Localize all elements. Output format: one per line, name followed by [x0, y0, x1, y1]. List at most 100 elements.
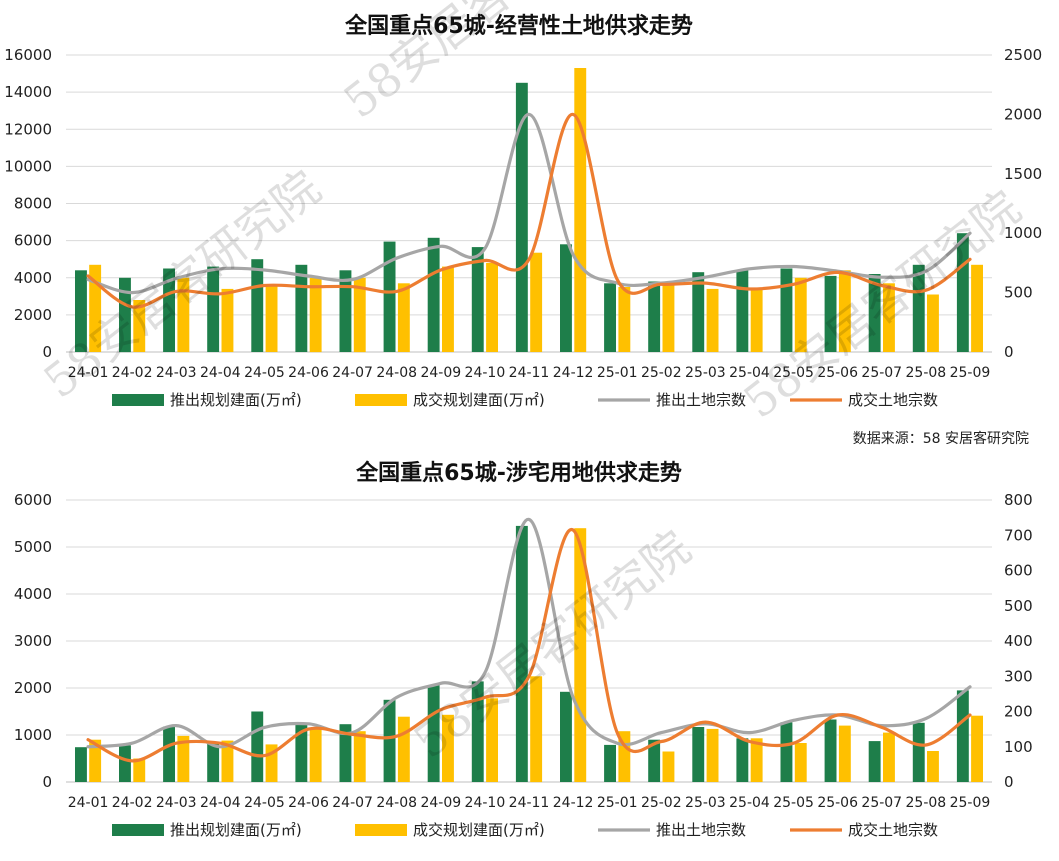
bar-push-area — [383, 699, 396, 783]
bar-deal-area — [750, 738, 763, 782]
bar-push-area — [251, 259, 264, 352]
x-tick-label: 24-02 — [112, 795, 153, 811]
bar-deal-area — [883, 283, 895, 352]
bar-deal-area — [353, 277, 366, 353]
y-right-tick-label: 800 — [1004, 491, 1033, 509]
bar-deal-area — [133, 758, 146, 782]
bar-push-area — [383, 241, 396, 352]
x-tick-label: 24-09 — [420, 795, 461, 811]
bar-deal-area — [927, 751, 939, 782]
bar-deal-area — [486, 698, 498, 782]
legend-swatch — [355, 824, 407, 836]
y-left-tick-label: 3000 — [14, 632, 52, 650]
bar-push-area — [119, 745, 131, 782]
x-tick-label: 24-12 — [553, 795, 594, 811]
bar-deal-area — [706, 288, 719, 352]
bar-deal-area — [309, 728, 322, 782]
chart-panel-2: 全国重点65城-涉宅用地供求走势010002000300040005000600… — [14, 460, 1033, 839]
bar-deal-area — [442, 266, 454, 352]
legend-swatch — [112, 824, 164, 836]
x-tick-label: 25-07 — [861, 365, 902, 381]
y-left-tick-label: 8000 — [14, 195, 52, 213]
bar-deal-area — [177, 277, 190, 353]
x-tick-label: 25-01 — [597, 795, 638, 811]
y-left-tick-label: 0 — [42, 773, 52, 791]
y-right-tick-label: 500 — [1004, 597, 1033, 615]
y-left-tick-label: 4000 — [14, 269, 52, 287]
y-left-tick-label: 1000 — [14, 726, 52, 744]
bar-deal-area — [618, 287, 631, 352]
legend-swatch — [112, 394, 164, 406]
y-left-tick-label: 16000 — [4, 46, 52, 64]
bar-push-area — [604, 744, 616, 782]
y-right-tick-label: 600 — [1004, 562, 1033, 580]
y-left-tick-label: 6000 — [14, 232, 52, 250]
bar-deal-area — [883, 732, 895, 782]
x-tick-label: 24-02 — [112, 365, 153, 381]
x-tick-label: 24-10 — [465, 365, 506, 381]
y-right-tick-label: 500 — [1004, 284, 1033, 302]
y-right-tick-label: 0 — [1004, 773, 1014, 791]
bar-push-area — [956, 690, 969, 782]
legend-label: 推出规划建面(万㎡) — [170, 821, 302, 839]
x-tick-label: 24-07 — [332, 795, 373, 811]
x-tick-label: 25-05 — [773, 365, 814, 381]
bar-push-area — [163, 726, 175, 782]
bar-push-area — [912, 264, 925, 352]
x-tick-label: 24-09 — [420, 365, 461, 381]
line-deal-count — [86, 112, 972, 309]
bar-deal-area — [486, 262, 498, 352]
x-tick-label: 24-01 — [68, 795, 109, 811]
x-tick-label: 25-04 — [729, 795, 770, 811]
line-push-count — [86, 517, 972, 749]
bar-deal-area — [618, 731, 631, 782]
x-tick-label: 24-12 — [553, 365, 594, 381]
legend-label: 成交土地宗数 — [848, 391, 938, 409]
x-tick-label: 25-09 — [950, 365, 991, 381]
legend-label: 推出土地宗数 — [656, 821, 746, 839]
y-left-tick-label: 12000 — [4, 120, 52, 138]
bar-push-area — [824, 719, 837, 782]
bar-push-area — [295, 264, 308, 352]
bar-deal-area — [353, 731, 366, 782]
bar-push-area — [207, 266, 220, 352]
y-right-tick-label: 2500 — [1004, 46, 1042, 64]
bar-deal-area — [662, 283, 675, 352]
x-tick-label: 24-01 — [68, 365, 109, 381]
bar-deal-area — [574, 68, 587, 352]
y-right-tick-label: 0 — [1004, 343, 1014, 361]
x-tick-label: 25-05 — [773, 795, 814, 811]
legend-label: 成交规划建面(万㎡) — [413, 391, 545, 409]
bar-deal-area — [309, 277, 322, 353]
bar-deal-area — [794, 743, 807, 782]
y-left-tick-label: 2000 — [14, 306, 52, 324]
y-left-tick-label: 2000 — [14, 679, 52, 697]
x-tick-label: 25-09 — [950, 795, 991, 811]
bar-push-area — [515, 525, 528, 782]
bar-deal-area — [397, 283, 410, 352]
bar-push-area — [604, 283, 616, 352]
bar-push-area — [648, 281, 661, 352]
y-right-tick-label: 400 — [1004, 632, 1033, 650]
x-tick-label: 24-06 — [288, 365, 329, 381]
y-right-tick-label: 200 — [1004, 703, 1033, 721]
bar-deal-area — [221, 740, 234, 782]
x-tick-label: 25-02 — [641, 795, 682, 811]
line-deal-count — [86, 528, 972, 763]
bar-deal-area — [750, 288, 763, 352]
bar-push-area — [427, 237, 440, 352]
bar-push-area — [251, 711, 264, 782]
y-left-tick-label: 14000 — [4, 83, 52, 101]
bar-push-area — [736, 738, 749, 782]
bar-deal-area — [397, 716, 410, 782]
x-tick-label: 25-03 — [685, 365, 726, 381]
bar-deal-area — [706, 728, 719, 782]
bar-push-area — [956, 233, 969, 352]
x-tick-label: 24-03 — [156, 365, 197, 381]
x-tick-label: 25-03 — [685, 795, 726, 811]
y-left-tick-label: 4000 — [14, 585, 52, 603]
y-left-tick-label: 5000 — [14, 538, 52, 556]
x-tick-label: 24-05 — [244, 795, 285, 811]
x-tick-label: 24-07 — [332, 365, 373, 381]
bar-deal-area — [177, 735, 190, 782]
